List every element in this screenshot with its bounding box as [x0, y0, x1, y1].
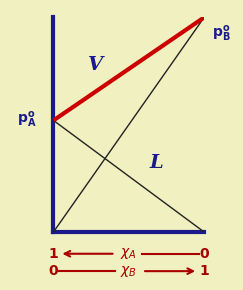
Text: V: V: [88, 56, 103, 74]
Text: $\mathbf{p^o_B}$: $\mathbf{p^o_B}$: [212, 24, 230, 44]
Text: 0: 0: [49, 264, 58, 278]
Text: $\mathbf{p^o_A}$: $\mathbf{p^o_A}$: [17, 110, 36, 130]
Text: L: L: [149, 154, 163, 172]
Text: 1: 1: [199, 264, 209, 278]
Text: 1: 1: [49, 247, 58, 261]
Text: $\chi_A$: $\chi_A$: [120, 246, 137, 261]
Text: $\chi_B$: $\chi_B$: [120, 264, 137, 279]
Text: 0: 0: [199, 247, 209, 261]
